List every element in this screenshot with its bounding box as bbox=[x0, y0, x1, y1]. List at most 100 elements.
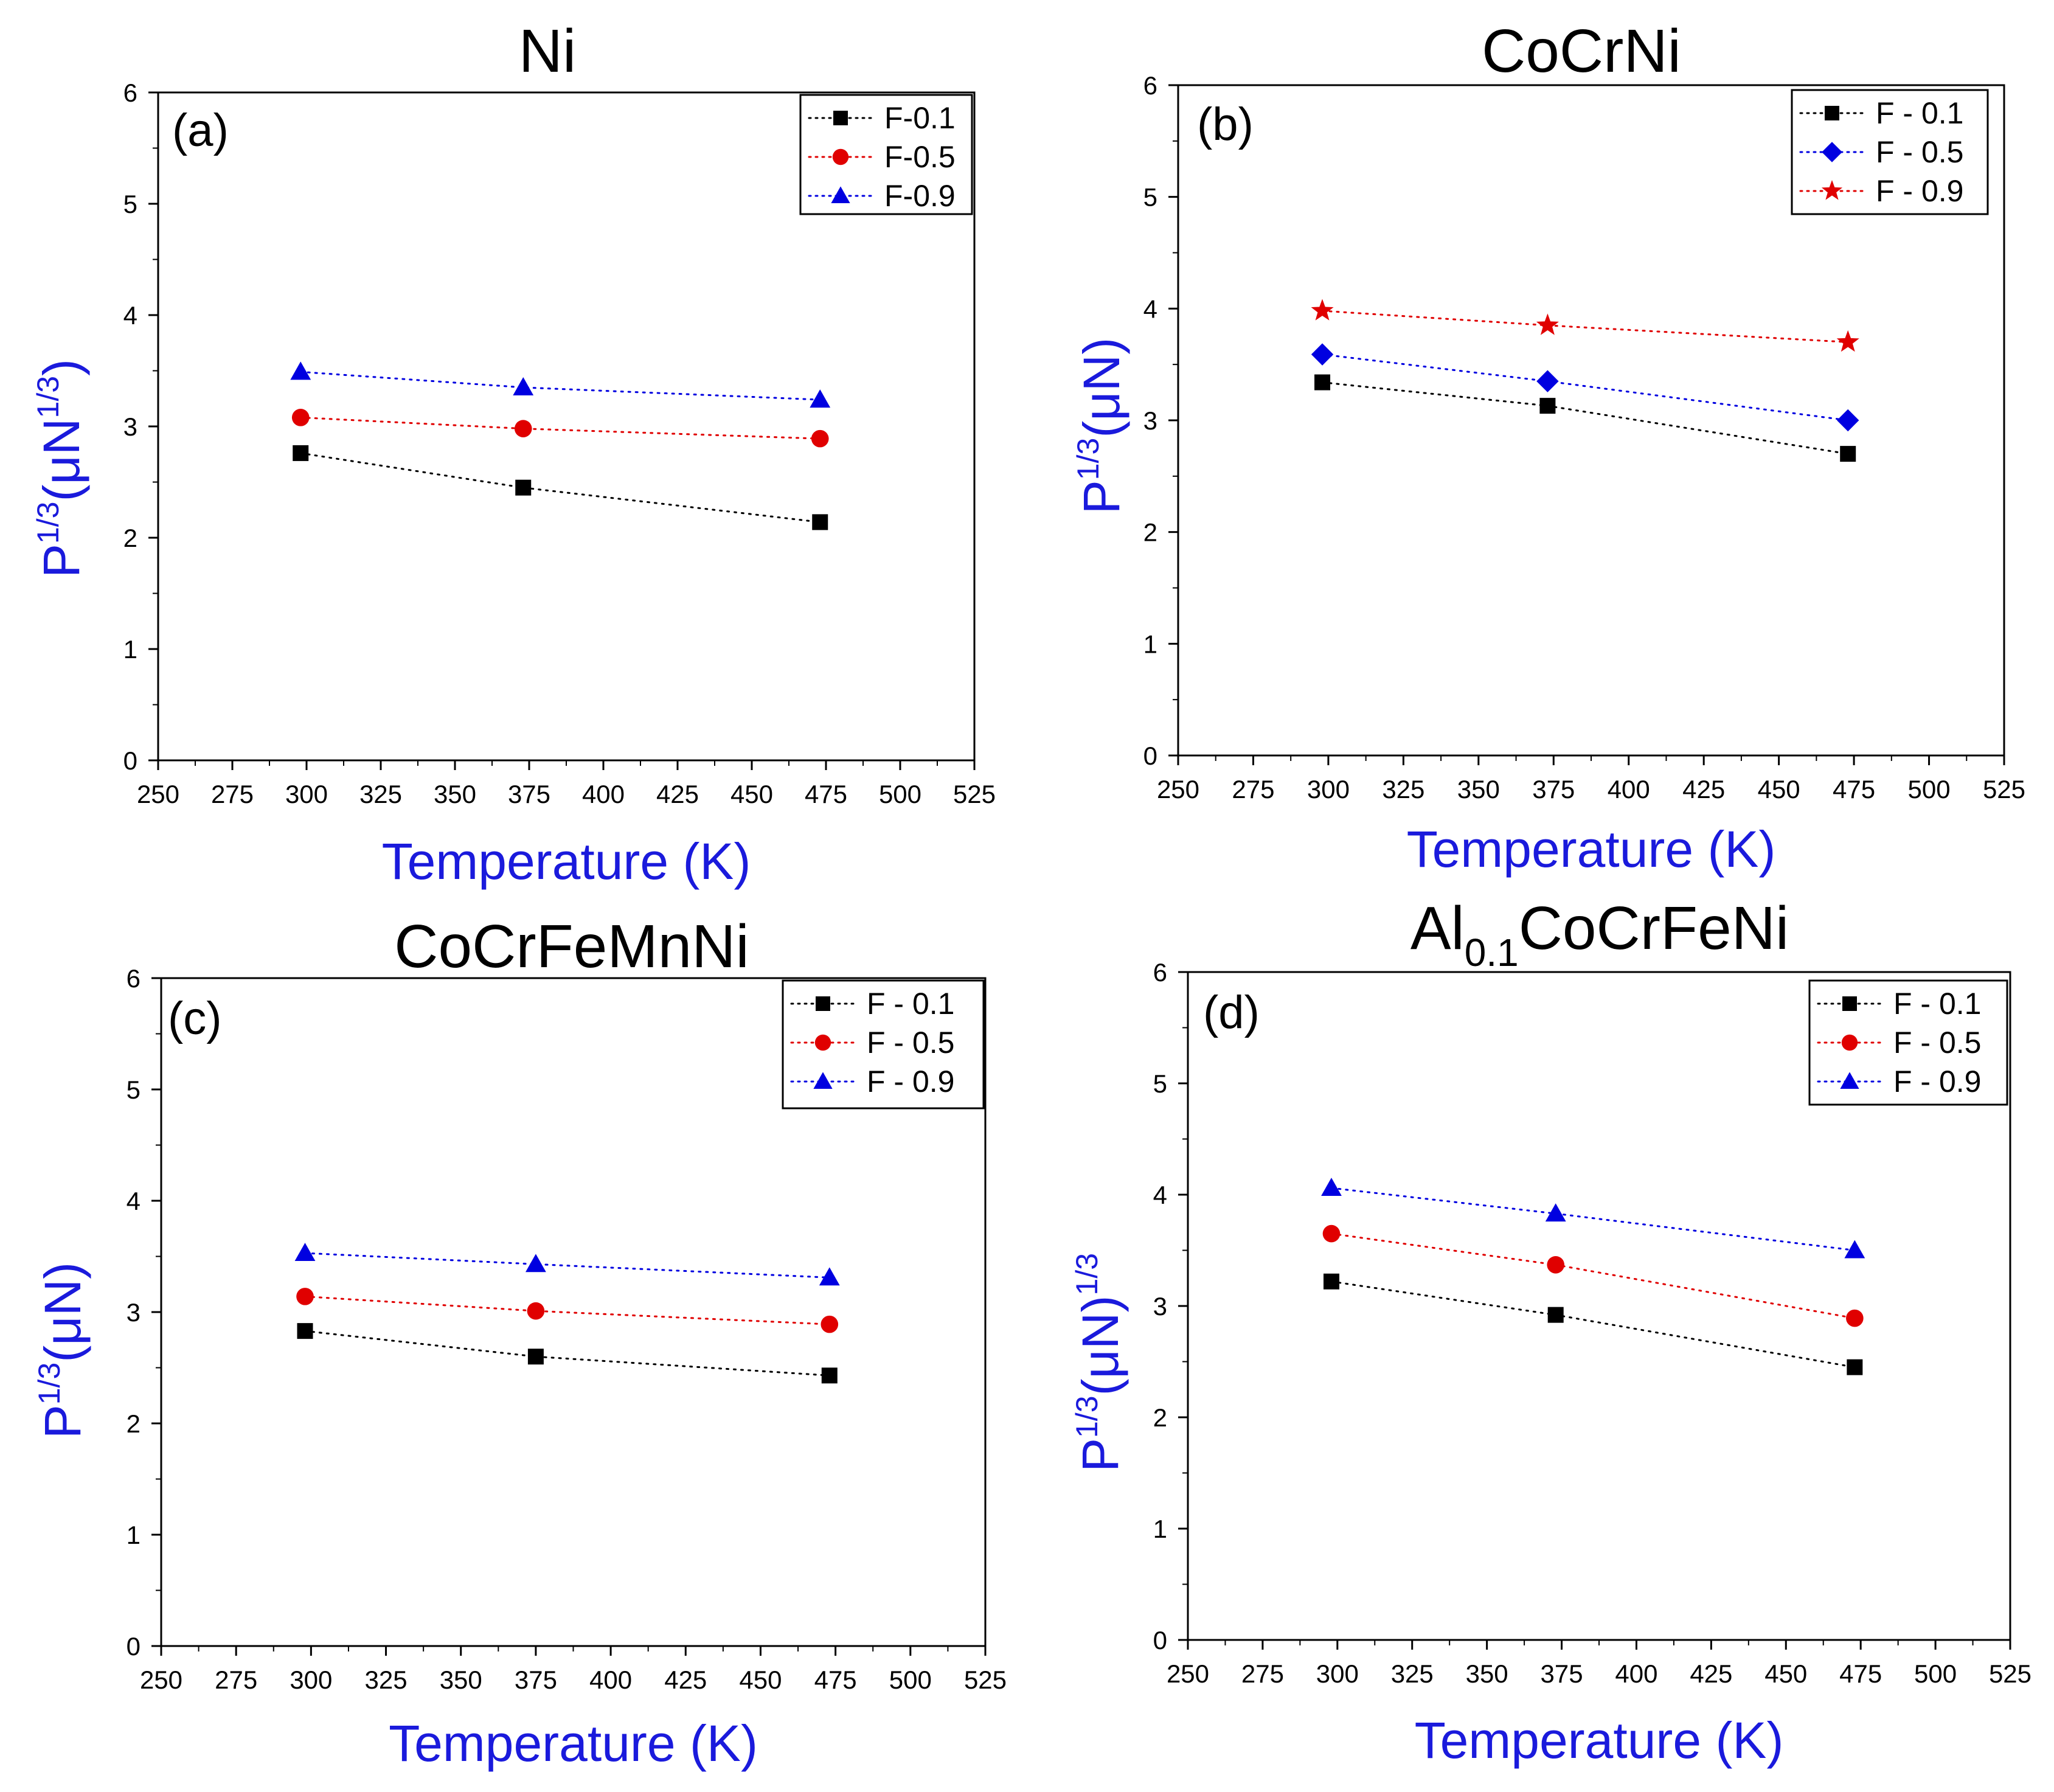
legend-box bbox=[799, 94, 973, 215]
x-tick-label: 350 bbox=[434, 780, 476, 808]
x-tick-label: 400 bbox=[1608, 775, 1650, 804]
x-axis-label: Temperature (K) bbox=[382, 833, 751, 890]
legend-label: F - 0.5 bbox=[1876, 135, 1963, 169]
data-point bbox=[290, 361, 311, 380]
data-point bbox=[811, 429, 829, 448]
x-axis-label: Temperature (K) bbox=[1407, 821, 1776, 878]
x-axis-label: Temperature (K) bbox=[389, 1715, 758, 1772]
x-tick-label: 525 bbox=[953, 780, 996, 808]
data-point bbox=[1321, 1178, 1342, 1196]
x-tick-label: 375 bbox=[508, 780, 550, 808]
data-point bbox=[1536, 313, 1559, 335]
x-tick-label: 250 bbox=[137, 780, 179, 808]
legend-label: F - 0.5 bbox=[867, 1026, 954, 1060]
y-tick-label: 2 bbox=[123, 524, 137, 552]
x-tick-label: 525 bbox=[1989, 1659, 2031, 1688]
data-point bbox=[1547, 1255, 1565, 1274]
legend-marker bbox=[1821, 180, 1843, 200]
data-point bbox=[527, 1349, 544, 1365]
chart-panel-d: 250 275 300 325 350 375 400 425 450 475 500 525 0 1 2 3… bbox=[1070, 894, 2031, 1769]
y-tick-label: 4 bbox=[123, 301, 137, 330]
x-tick-label: 425 bbox=[1682, 775, 1725, 804]
x-tick-label: 400 bbox=[582, 780, 625, 808]
legend-label: F - 0.5 bbox=[1893, 1026, 1981, 1060]
data-point bbox=[515, 479, 532, 496]
data-point bbox=[1311, 343, 1334, 366]
legend-label: F - 0.9 bbox=[1876, 174, 1963, 208]
x-tick-label: 475 bbox=[805, 780, 847, 808]
y-axis-label: P1/3(μN) bbox=[32, 1262, 91, 1439]
y-tick-label: 0 bbox=[1143, 741, 1157, 770]
y-tick-label: 0 bbox=[127, 1632, 141, 1661]
legend-marker bbox=[1842, 996, 1857, 1011]
data-point bbox=[1836, 330, 1859, 352]
y-tick-label: 6 bbox=[127, 964, 141, 993]
chart-panel-b: 250 275 300 325 350 375 400 425 450 475 500 525 0 1 2 3… bbox=[1071, 17, 2025, 878]
data-point bbox=[527, 1302, 545, 1320]
x-tick-label: 500 bbox=[889, 1665, 932, 1694]
chart-title: Ni bbox=[519, 17, 576, 85]
legend-label: F - 0.1 bbox=[1876, 96, 1963, 130]
chart-title: CoCrFeMnNi bbox=[394, 912, 749, 981]
series-line-3 bbox=[1321, 310, 1849, 343]
chart-panel-a: 250 275 300 325 350 375 400 425 450 475 500 525 0 1 2 3… bbox=[31, 17, 996, 890]
legend-marker bbox=[816, 996, 830, 1011]
y-tick-label: 1 bbox=[1153, 1515, 1167, 1543]
x-tick-label: 425 bbox=[1690, 1659, 1732, 1688]
data-point bbox=[514, 420, 532, 437]
y-tick-label: 2 bbox=[1153, 1403, 1167, 1432]
data-point bbox=[821, 1367, 838, 1384]
series-line-1 bbox=[304, 1330, 831, 1377]
data-point bbox=[294, 1243, 316, 1262]
panel-label: (c) bbox=[168, 993, 222, 1044]
x-tick-label: 500 bbox=[1908, 775, 1951, 804]
data-point bbox=[1314, 374, 1331, 391]
x-tick-label: 275 bbox=[211, 780, 254, 808]
series-line-1 bbox=[299, 452, 821, 523]
data-point bbox=[812, 514, 828, 530]
x-axis-label: Temperature (K) bbox=[1415, 1712, 1784, 1769]
x-tick-label: 400 bbox=[1615, 1659, 1657, 1688]
x-tick-label: 525 bbox=[1983, 775, 2025, 804]
y-tick-label: 5 bbox=[1143, 183, 1157, 212]
y-tick-label: 4 bbox=[127, 1187, 141, 1215]
data-point bbox=[821, 1315, 839, 1333]
y-tick-label: 3 bbox=[1153, 1292, 1167, 1321]
legend: F-0.1 F-0.5 F-0.9 bbox=[799, 94, 973, 215]
x-tick-label: 250 bbox=[140, 1665, 182, 1694]
y-tick-label: 5 bbox=[127, 1075, 141, 1104]
data-point bbox=[1840, 446, 1856, 462]
y-axis-label: P1/3(μN) bbox=[1071, 338, 1130, 515]
x-tick-label: 475 bbox=[1833, 775, 1875, 804]
data-point bbox=[1547, 1307, 1564, 1323]
legend-label: F-0.5 bbox=[884, 140, 956, 174]
legend-label: F - 0.9 bbox=[1893, 1064, 1981, 1099]
y-tick-label: 1 bbox=[1143, 630, 1157, 658]
series-line-2 bbox=[299, 416, 821, 440]
legend: F - 0.1 F - 0.5 F - 0.9 bbox=[1808, 979, 2008, 1106]
panel-label: (d) bbox=[1203, 987, 1260, 1038]
legend-marker bbox=[831, 186, 850, 203]
legend-label: F-0.1 bbox=[884, 101, 956, 135]
x-tick-label: 375 bbox=[1532, 775, 1575, 804]
series-line-2 bbox=[1321, 353, 1849, 422]
x-tick-label: 300 bbox=[285, 780, 328, 808]
x-tick-label: 450 bbox=[739, 1665, 782, 1694]
data-point bbox=[526, 1254, 546, 1273]
y-tick-label: 0 bbox=[123, 746, 137, 775]
y-tick-label: 3 bbox=[123, 412, 137, 441]
panel-label: (a) bbox=[172, 105, 229, 156]
data-point bbox=[297, 1323, 313, 1339]
y-tick-label: 5 bbox=[1153, 1069, 1167, 1098]
data-point bbox=[1837, 409, 1859, 432]
y-tick-label: 6 bbox=[1143, 71, 1157, 100]
x-tick-label: 350 bbox=[1466, 1659, 1508, 1688]
y-axis-label: P1/3(μN)1/3 bbox=[1070, 1253, 1129, 1472]
x-tick-label: 300 bbox=[1316, 1659, 1359, 1688]
y-tick-label: 5 bbox=[123, 190, 137, 218]
x-tick-label: 375 bbox=[1541, 1659, 1583, 1688]
series-line-2 bbox=[304, 1295, 831, 1325]
series-line-3 bbox=[299, 370, 821, 401]
data-point bbox=[1322, 1224, 1341, 1243]
y-tick-label: 0 bbox=[1153, 1626, 1167, 1655]
